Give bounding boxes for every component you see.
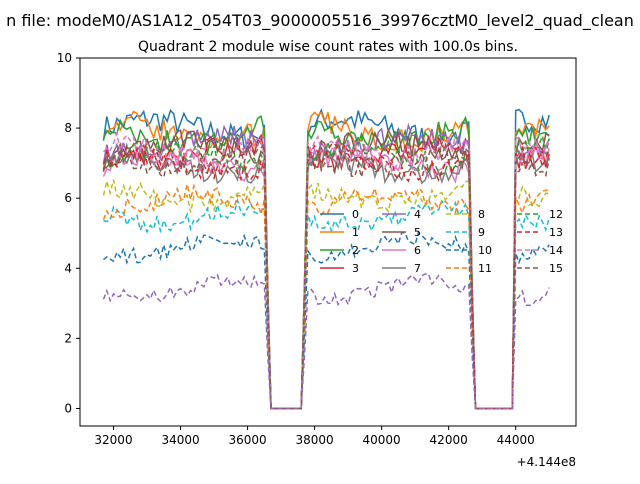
series-line-extra <box>102 273 550 410</box>
series-line-8 <box>102 179 550 410</box>
legend-label: 14 <box>549 244 563 257</box>
x-tick-label: 38000 <box>296 433 334 447</box>
legend-label: 15 <box>549 262 563 275</box>
legend-label: 2 <box>352 244 359 257</box>
chart-title: Quadrant 2 module wise count rates with … <box>138 39 518 55</box>
legend-label: 5 <box>414 226 421 239</box>
legend-label: 9 <box>478 226 485 239</box>
axes-layer: 32000 34000 36000 38000 40000 42000 44000 0 2 4 6 8… <box>57 51 535 447</box>
legend-label: 1 <box>352 226 359 239</box>
legend-label: 13 <box>549 226 563 239</box>
y-tick-label: 2 <box>64 331 72 345</box>
y-tick-label: 10 <box>57 51 72 65</box>
series-layer <box>102 108 550 410</box>
legend-label: 10 <box>478 244 492 257</box>
legend-label: 3 <box>352 262 359 275</box>
x-tick-label: 40000 <box>363 433 401 447</box>
y-tick-label: 6 <box>64 191 72 205</box>
x-tick-label: 32000 <box>94 433 132 447</box>
legend-label: 0 <box>352 208 359 221</box>
legend-label: 12 <box>549 208 563 221</box>
x-tick-label: 42000 <box>430 433 468 447</box>
x-tick-label: 36000 <box>228 433 266 447</box>
legend-label: 11 <box>478 262 492 275</box>
legend-label: 8 <box>478 208 485 221</box>
x-tick-label: 34000 <box>161 433 199 447</box>
figure-suptitle: n file: modeM0/AS1A12_054T03_9000005516_… <box>6 11 634 31</box>
legend-label: 4 <box>414 208 421 221</box>
y-tick-label: 8 <box>64 121 72 135</box>
y-tick-label: 0 <box>64 401 72 415</box>
x-tick-label: 44000 <box>497 433 535 447</box>
plot-frame <box>79 57 577 427</box>
x-offset-label: +4.144e8 <box>517 455 576 469</box>
y-tick-label: 4 <box>64 261 72 275</box>
legend-label: 7 <box>414 262 421 275</box>
legend-label: 6 <box>414 244 421 257</box>
